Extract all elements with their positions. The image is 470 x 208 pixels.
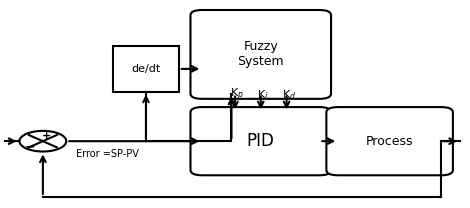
- Text: +: +: [42, 130, 51, 141]
- Text: K$_d$: K$_d$: [282, 88, 296, 102]
- Circle shape: [19, 131, 66, 151]
- Text: Process: Process: [366, 135, 414, 148]
- FancyBboxPatch shape: [326, 107, 453, 175]
- FancyBboxPatch shape: [113, 46, 179, 92]
- Text: Error =SP-PV: Error =SP-PV: [76, 150, 139, 160]
- Text: de/dt: de/dt: [131, 64, 161, 74]
- FancyBboxPatch shape: [190, 107, 331, 175]
- Text: PID: PID: [247, 132, 274, 150]
- Text: K$_i$: K$_i$: [258, 88, 269, 102]
- Text: −: −: [25, 140, 35, 153]
- Text: K$_p$: K$_p$: [230, 87, 244, 103]
- Text: Fuzzy
System: Fuzzy System: [237, 40, 284, 68]
- FancyBboxPatch shape: [190, 10, 331, 99]
